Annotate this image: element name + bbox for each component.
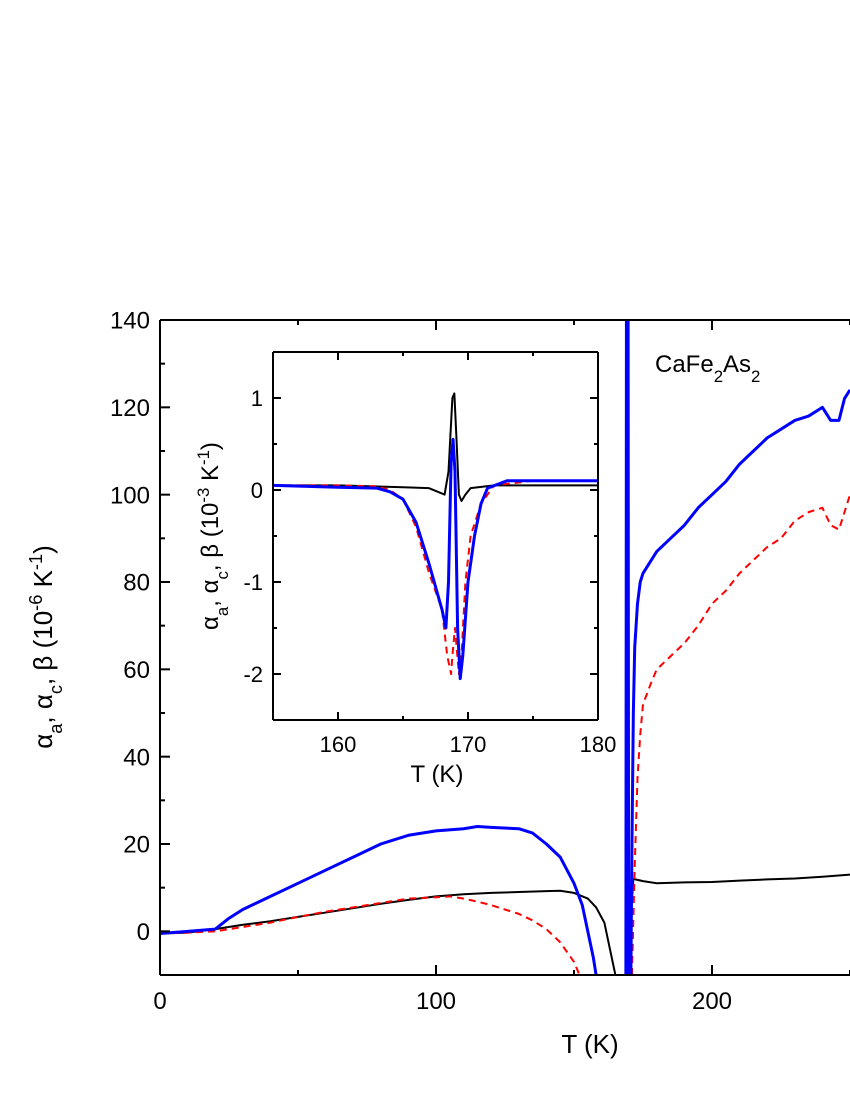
label-part: ) (28, 545, 58, 554)
label-part: ) (197, 442, 224, 450)
x-tick-label: 200 (692, 988, 732, 1015)
y-tick-label: 80 (123, 570, 150, 597)
y-tick-label: 40 (123, 744, 150, 771)
y-tick-label: 1 (251, 386, 263, 411)
data-line (273, 392, 598, 503)
x-tick-label: 100 (416, 988, 456, 1015)
label-part: -1 (194, 450, 213, 465)
label-part: c (46, 685, 66, 694)
x-tick-label: 180 (580, 732, 617, 757)
y-tick-label: 100 (110, 482, 150, 509)
inset-background (273, 352, 598, 720)
label-part: , β (10 (197, 503, 224, 572)
y-tick-label: 0 (251, 478, 263, 503)
label-part: -6 (26, 595, 46, 611)
y-tick-label: 140 (110, 308, 150, 335)
label-part: α (28, 734, 58, 749)
label-part: 2 (751, 367, 760, 386)
data-line (160, 494, 850, 975)
label-part: As (723, 351, 751, 378)
y-tick-label: -2 (243, 662, 263, 687)
label-part: a (46, 723, 66, 734)
plot-area (273, 392, 598, 681)
label-part: , β (10 (28, 611, 58, 685)
data-line (160, 320, 850, 975)
label-part: c (213, 571, 232, 579)
x-axis-label: T (K) (561, 1029, 618, 1059)
label-part: -3 (194, 488, 213, 503)
label-part: K (28, 569, 58, 594)
label-part: , α (28, 694, 58, 723)
x-tick-label: 0 (153, 988, 166, 1015)
label-part: -1 (26, 554, 46, 570)
y-tick-label: 20 (123, 832, 150, 859)
label-part: a (213, 606, 232, 616)
annotation: CaFe2As2 (655, 351, 760, 386)
label-part: K (197, 465, 224, 488)
label-part: CaFe (655, 351, 714, 378)
x-tick-label: 170 (450, 732, 487, 757)
y-tick-label: 120 (110, 395, 150, 422)
data-line (273, 437, 598, 681)
plot-area (160, 320, 850, 975)
y-tick-label: -1 (243, 570, 263, 595)
y-axis-label: αa, αc, β (10-3 K-1) (194, 442, 232, 630)
data-line (160, 873, 850, 975)
label-part: α (197, 616, 224, 630)
x-axis-label: T (K) (411, 761, 464, 788)
x-tick-label: 160 (320, 732, 357, 757)
y-tick-label: 60 (123, 657, 150, 684)
label-part: 2 (714, 367, 723, 386)
y-axis-label: αa, αc, β (10-6 K-1) (26, 545, 66, 749)
label-part: , α (197, 579, 224, 606)
y-tick-label: 0 (137, 919, 150, 946)
